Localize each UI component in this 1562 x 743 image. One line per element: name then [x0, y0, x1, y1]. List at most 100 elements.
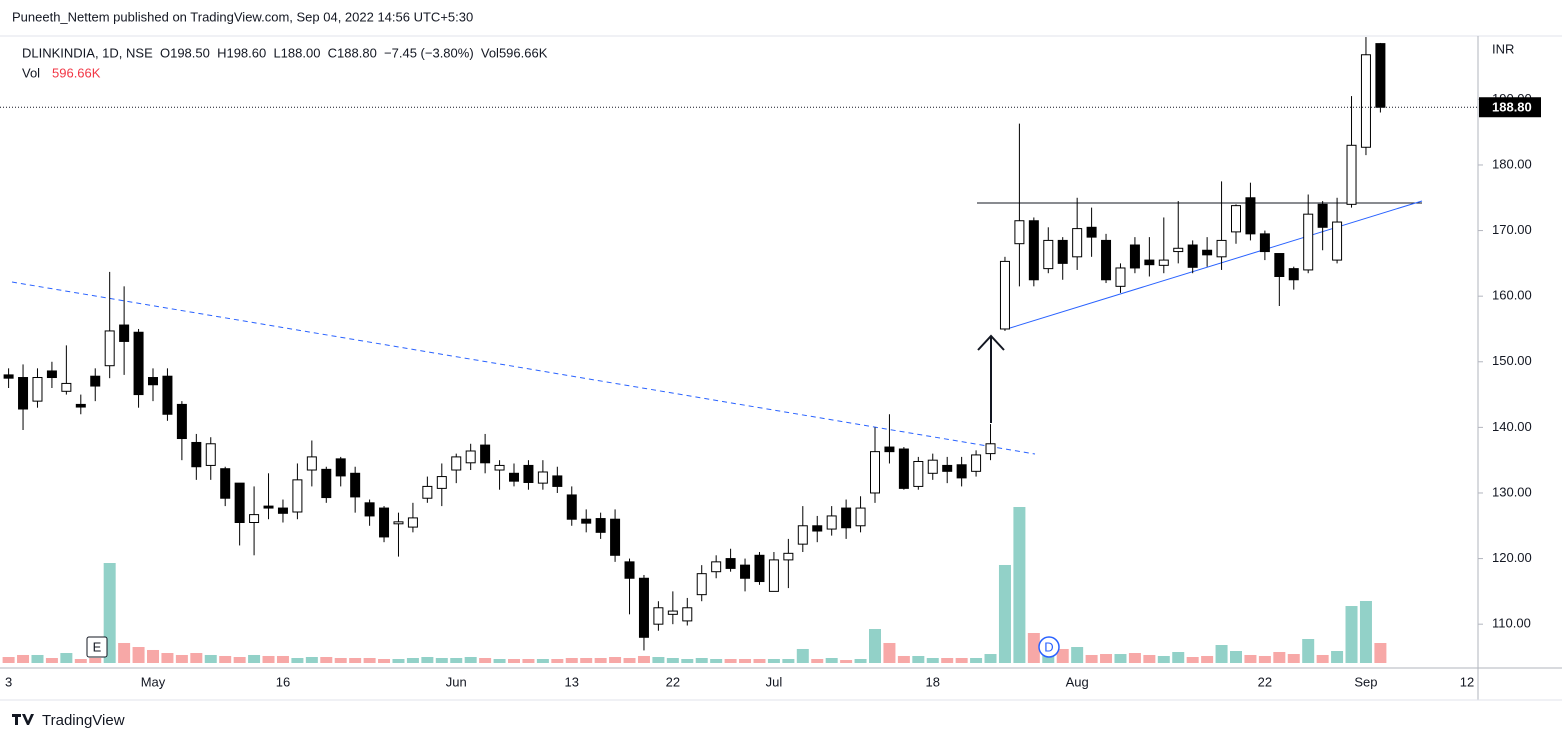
marker-label: E	[93, 639, 102, 654]
volume-bar	[1316, 654, 1329, 663]
volume-bar	[161, 653, 174, 663]
volume-bar	[1186, 657, 1199, 663]
candle-body	[292, 479, 303, 513]
candle-body	[797, 525, 808, 545]
candle-body	[364, 502, 375, 517]
x-tick-label: 22	[1258, 674, 1272, 689]
candle-body	[1115, 267, 1126, 287]
candle-body	[855, 507, 866, 527]
x-tick-label: Jun	[446, 674, 467, 689]
x-tick-label: 12	[1460, 674, 1474, 689]
candle-body	[740, 564, 751, 579]
volume-bar	[248, 654, 261, 663]
candle-body	[1375, 43, 1386, 108]
volume-bar	[276, 655, 289, 663]
support-line	[1009, 200, 1423, 329]
footer-brand: TradingView	[42, 712, 125, 729]
candle-body	[407, 517, 418, 528]
candle-body	[176, 403, 187, 440]
arrow	[977, 334, 1005, 423]
symbol-legend: DLINKINDIA, 1D, NSE O198.50 H198.60 L188…	[22, 45, 548, 60]
volume-bar	[435, 658, 448, 663]
volume-bar	[739, 659, 752, 663]
volume-bar	[796, 648, 809, 663]
candle-body	[610, 518, 621, 556]
y-tick-label: 160.00	[1492, 288, 1532, 303]
dividend-marker[interactable]: D	[1038, 636, 1060, 658]
volume-bar	[1100, 654, 1113, 663]
candle-body	[90, 375, 101, 387]
candle-body	[1043, 239, 1054, 270]
volume-bar	[89, 658, 102, 663]
volume-bar	[190, 653, 203, 663]
candle-body	[581, 518, 592, 524]
y-tick-label: 110.00	[1492, 616, 1531, 631]
candle-body	[104, 330, 115, 367]
x-tick-label: Sep	[1354, 674, 1377, 689]
x-tick-label: 16	[276, 674, 290, 689]
candle-body	[667, 610, 678, 615]
candle-body	[624, 561, 635, 579]
volume-bar	[464, 657, 477, 663]
volume-bar	[840, 660, 853, 663]
candle-body	[263, 505, 274, 509]
y-tick-label: 130.00	[1492, 484, 1532, 499]
volume-bar	[1013, 507, 1026, 663]
x-tick-label: 18	[926, 674, 940, 689]
last-price-label: 188.80	[1492, 100, 1532, 115]
candle-body	[725, 558, 736, 569]
x-tick-label: 22	[666, 674, 680, 689]
candle-body	[595, 518, 606, 533]
candle-body	[1332, 221, 1343, 261]
volume-bar	[652, 657, 665, 663]
volume-bar	[1244, 654, 1257, 663]
candle-body	[1158, 259, 1169, 266]
candle-body	[1086, 226, 1097, 238]
volume-bar	[594, 658, 607, 663]
volume-bar	[320, 657, 333, 663]
candle-body	[927, 459, 938, 474]
volume-bar	[536, 659, 549, 663]
candle-body	[942, 464, 953, 472]
volume-bar	[1114, 654, 1127, 663]
candle-body	[162, 375, 173, 415]
trend-line	[11, 281, 1036, 455]
candle-body	[1187, 244, 1198, 268]
axis-layer: 110.00 120.00 130.00 140.00 150.00 160.00 170.…	[5, 91, 1541, 689]
x-tick-label: Jul	[766, 674, 783, 689]
logo-icon	[12, 714, 34, 725]
volume-bar	[508, 659, 520, 663]
volume-bar	[1157, 655, 1170, 663]
y-tick-label: 120.00	[1492, 550, 1532, 565]
candle-body	[653, 607, 664, 625]
candle-body	[1274, 253, 1285, 277]
candle-body	[1288, 268, 1299, 281]
candle-body	[205, 443, 216, 466]
earnings-marker[interactable]: E	[86, 636, 108, 658]
candle-body	[1317, 203, 1328, 228]
volume-legend-title: Vol	[22, 65, 40, 80]
volume-bar	[782, 659, 795, 663]
y-tick-label: 140.00	[1492, 419, 1532, 434]
volume-bar	[1230, 651, 1242, 663]
candle-body	[436, 476, 447, 489]
candle-body	[999, 260, 1010, 330]
candle-body	[1216, 239, 1227, 258]
volume-bar	[363, 658, 376, 663]
candle-body	[119, 324, 130, 342]
candle-body	[422, 485, 433, 499]
volume-bar	[998, 564, 1011, 663]
volume-bar	[811, 659, 824, 663]
volume-bar	[493, 659, 506, 663]
currency-label: INR	[1492, 41, 1514, 56]
candle-body	[379, 507, 390, 538]
y-tick-label: 150.00	[1492, 353, 1532, 368]
volume-bar	[147, 649, 159, 663]
candle-body	[1303, 213, 1314, 271]
candle-body	[956, 464, 967, 479]
logo: TradingView	[12, 712, 125, 729]
candle-body	[768, 559, 779, 592]
candle-body	[220, 468, 231, 499]
